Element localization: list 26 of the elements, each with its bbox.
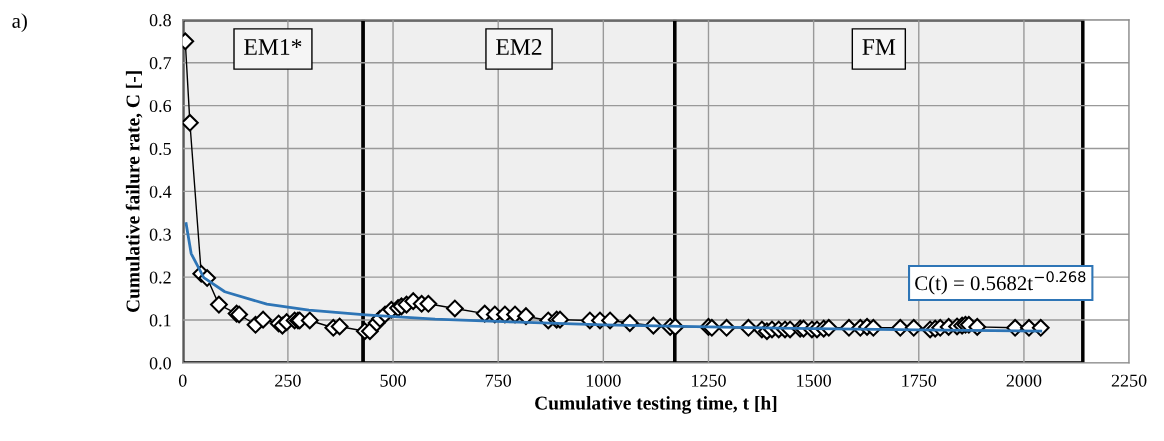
y-tick-label: 0.4 <box>149 185 172 198</box>
y-tick-label: 0.2 <box>149 271 171 284</box>
x-tick-label: 1250 <box>692 374 726 387</box>
y-tick-label: 0.0 <box>149 357 171 370</box>
x-tick-label: 0 <box>178 374 187 387</box>
x-axis-title: Cumulative testing time, t [h] <box>535 395 777 414</box>
x-tick-label: 1500 <box>797 374 831 387</box>
x-tick-label: 250 <box>275 374 301 387</box>
text: a) <box>12 13 27 33</box>
y-tick-label: 0.1 <box>149 314 171 327</box>
x-tick-label: 1750 <box>902 374 937 387</box>
x-tick-label: 2000 <box>1006 374 1042 387</box>
y-tick-label: 0.5 <box>149 142 171 156</box>
band-label: FM <box>862 39 896 55</box>
y-tick-label: 0.3 <box>149 228 171 241</box>
x-tick-label: 500 <box>380 374 406 387</box>
band-label: EM2 <box>496 39 542 55</box>
band-label: EM1* <box>244 39 302 55</box>
y-axis-title: Cumulative failure rate, C [-] <box>125 71 143 313</box>
y-tick-label: 0.6 <box>149 99 172 113</box>
y-tick-label: 0.7 <box>149 56 172 70</box>
annotation: C(t) = 0.5682t$^{−0.268}$ <box>915 271 1086 295</box>
x-tick-label: 2250 <box>1111 374 1147 387</box>
x-tick-label: 1000 <box>586 374 621 387</box>
y-tick-label: 0.8 <box>149 14 171 27</box>
x-tick-label: 750 <box>485 374 512 387</box>
